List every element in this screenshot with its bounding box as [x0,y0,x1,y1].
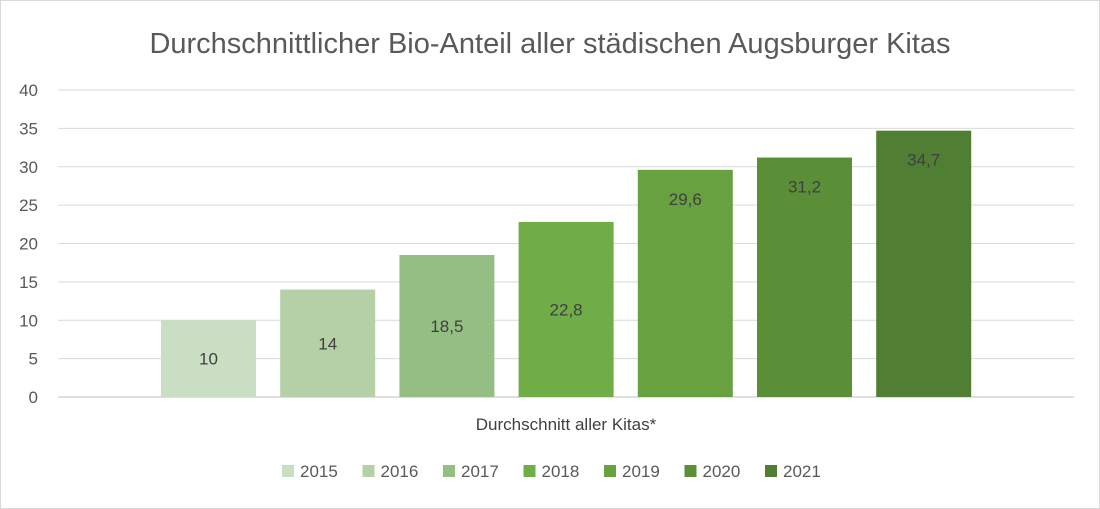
data-label-2016: 14 [318,334,337,353]
y-tick-label: 15 [19,273,38,292]
bar-2017 [399,255,495,397]
legend-label-2018: 2018 [542,462,580,481]
data-label-2020: 31,2 [788,178,821,197]
data-label-2018: 22,8 [550,301,583,320]
legend-swatch-2017 [443,465,455,477]
data-label-2021: 34,7 [907,151,940,170]
data-label-2015: 10 [199,350,218,369]
legend-label-2016: 2016 [381,462,419,481]
legend-label-2019: 2019 [622,462,660,481]
legend: 2015 2016 2017 2018 2019 2020 2021 [282,462,821,481]
legend-label-2021: 2021 [783,462,821,481]
legend-swatch-2018 [523,465,536,477]
legend-label-2020: 2020 [703,462,741,481]
data-label-2017: 18,5 [430,317,463,336]
legend-label-2015: 2015 [300,462,338,481]
bar-2015 [161,320,256,397]
y-tick-label: 20 [19,235,38,254]
y-tick-label: 30 [19,158,38,177]
bar-2020 [757,157,852,397]
bar-2019 [637,169,733,397]
legend-swatch-2016 [362,465,375,477]
y-tick-label: 40 [19,81,38,100]
y-axis-ticks: 0 5 10 15 20 25 30 35 40 [19,81,38,407]
legend-swatch-2019 [604,465,616,477]
data-label-2019: 29,6 [669,190,702,209]
y-tick-label: 10 [19,311,38,330]
y-tick-label: 5 [29,350,38,369]
chart-title: Durchschnittlicher Bio-Anteil aller städ… [149,28,950,60]
bars [161,130,972,398]
y-tick-label: 25 [19,196,38,215]
x-axis-category-label: Durchschnitt aller Kitas* [476,415,657,434]
legend-swatch-2020 [684,465,697,477]
y-tick-label: 0 [29,388,38,407]
bar-2021 [876,130,972,398]
legend-label-2017: 2017 [461,462,499,481]
bar-2018 [518,222,614,397]
legend-swatch-2021 [765,465,777,477]
legend-swatch-2015 [282,465,294,477]
y-tick-label: 35 [19,119,38,138]
bar-2016 [280,289,376,397]
data-labels: 10 14 18,5 22,8 29,6 31,2 34,7 [199,151,940,369]
